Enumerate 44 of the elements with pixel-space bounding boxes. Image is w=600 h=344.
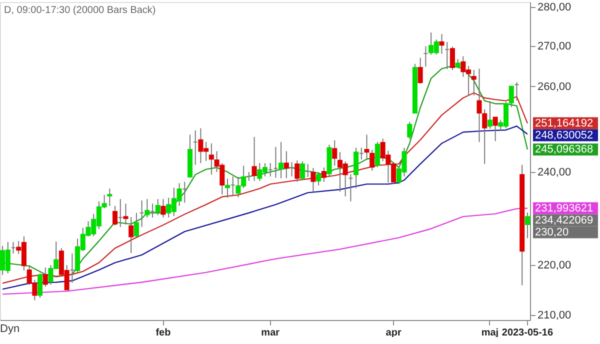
text: Dyn [0,323,20,335]
candlestick [208,142,214,176]
y-tick-label: 280,00 [538,1,572,14]
x-tick-label: 2023-05-16 [502,328,554,338]
candlestick [134,212,139,238]
candlestick [310,167,316,192]
x-tick-label: mar [261,328,280,338]
candlestick [524,212,530,239]
y-tick-label: 220,00 [538,260,572,272]
text: 230,20 [535,226,569,238]
x-tick-label: feb [156,328,171,338]
candlestick [487,100,492,130]
candlestick [439,34,444,54]
line-series [2,208,528,295]
candlestick [476,68,482,143]
candlestick [482,108,488,164]
candlestick [492,116,498,142]
data-label: 248,630052 [535,129,594,142]
candlestick [321,167,326,182]
data-label: 245,096368 [535,143,594,156]
candlestick [364,134,370,160]
candlestick [471,69,476,96]
data-label: 231,993621 [535,202,594,214]
candlestick [128,216,134,254]
chart-title: D, 09:00-17:30 (20000 Bars Back) [4,5,156,16]
candlestick [407,121,412,140]
candlestick [316,171,322,186]
candlestick [418,57,423,84]
candlestick [370,149,375,172]
y-tick-label: 240,00 [538,166,572,178]
y-tick-label: 270,00 [538,40,572,52]
y-tick-label: 260,00 [538,80,572,93]
candlestick [332,140,338,166]
y-tick-label: 210,00 [538,309,572,322]
candlestick [160,198,166,218]
candlestick [374,142,380,168]
candlestick [107,188,112,206]
line-series [2,92,528,284]
candlestick [38,272,43,298]
text: 234,422069 [535,214,594,226]
candlestick [252,136,257,182]
line-series [2,126,528,290]
data-label: 251,164192 [535,117,594,130]
candlestick [42,267,48,288]
